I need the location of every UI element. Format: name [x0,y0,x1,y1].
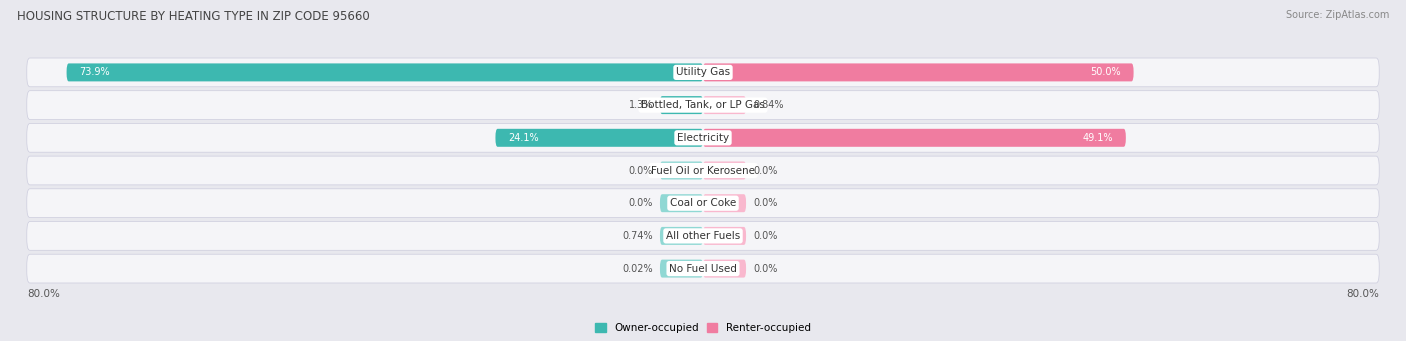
FancyBboxPatch shape [27,156,1379,185]
Text: 0.0%: 0.0% [754,165,778,176]
FancyBboxPatch shape [659,227,703,245]
FancyBboxPatch shape [659,162,703,179]
Text: Fuel Oil or Kerosene: Fuel Oil or Kerosene [651,165,755,176]
FancyBboxPatch shape [703,260,747,278]
Text: All other Fuels: All other Fuels [666,231,740,241]
Text: Source: ZipAtlas.com: Source: ZipAtlas.com [1285,10,1389,20]
Text: Coal or Coke: Coal or Coke [669,198,737,208]
Text: HOUSING STRUCTURE BY HEATING TYPE IN ZIP CODE 95660: HOUSING STRUCTURE BY HEATING TYPE IN ZIP… [17,10,370,23]
Text: Utility Gas: Utility Gas [676,68,730,77]
Text: 50.0%: 50.0% [1090,68,1121,77]
Text: 1.3%: 1.3% [628,100,652,110]
FancyBboxPatch shape [27,254,1379,283]
Text: 0.0%: 0.0% [754,264,778,273]
Legend: Owner-occupied, Renter-occupied: Owner-occupied, Renter-occupied [591,319,815,337]
FancyBboxPatch shape [495,129,703,147]
FancyBboxPatch shape [27,189,1379,218]
FancyBboxPatch shape [703,63,1133,81]
Text: No Fuel Used: No Fuel Used [669,264,737,273]
Text: 0.0%: 0.0% [754,231,778,241]
FancyBboxPatch shape [27,58,1379,87]
Text: 80.0%: 80.0% [27,289,60,299]
FancyBboxPatch shape [66,63,703,81]
FancyBboxPatch shape [659,194,703,212]
FancyBboxPatch shape [703,96,747,114]
Text: 80.0%: 80.0% [1346,289,1379,299]
Text: 49.1%: 49.1% [1083,133,1114,143]
Text: 73.9%: 73.9% [80,68,110,77]
FancyBboxPatch shape [27,222,1379,250]
FancyBboxPatch shape [703,129,1126,147]
FancyBboxPatch shape [703,162,747,179]
FancyBboxPatch shape [659,96,703,114]
Text: 0.0%: 0.0% [628,198,652,208]
FancyBboxPatch shape [703,194,747,212]
Text: 0.02%: 0.02% [623,264,652,273]
Text: 0.0%: 0.0% [628,165,652,176]
Text: 24.1%: 24.1% [509,133,538,143]
FancyBboxPatch shape [27,91,1379,119]
Text: Bottled, Tank, or LP Gas: Bottled, Tank, or LP Gas [641,100,765,110]
FancyBboxPatch shape [27,123,1379,152]
FancyBboxPatch shape [703,227,747,245]
Text: 0.0%: 0.0% [754,198,778,208]
Text: Electricity: Electricity [676,133,730,143]
Text: 0.74%: 0.74% [623,231,652,241]
FancyBboxPatch shape [659,260,703,278]
Text: 0.84%: 0.84% [754,100,783,110]
